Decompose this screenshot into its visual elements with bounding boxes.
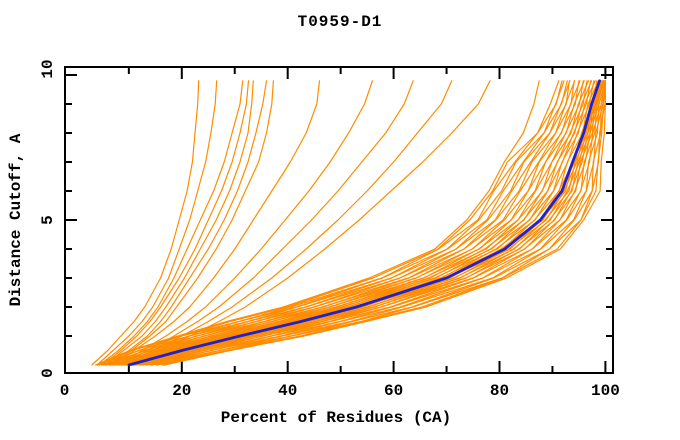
x-tick-label: 20 [172,382,191,400]
model-curve [155,80,607,366]
model-curve [133,80,603,366]
model-curve [99,80,244,366]
model-curve [107,80,268,366]
model-curve [120,80,414,366]
model-curve [110,80,576,366]
model-curve [112,80,321,366]
y-tick-label: 0 [39,368,57,378]
x-tick-label: 40 [278,382,297,400]
x-tick-label: 60 [384,382,403,400]
model-curve [163,80,607,366]
model-curve [94,80,540,366]
model-curve [101,80,568,366]
x-axis-label: Percent of Residues (CA) [220,409,452,427]
y-axis-label: Distance Cutoff, A [7,133,25,307]
model-curve [136,80,605,366]
model-curve [129,80,601,366]
model-curve [108,80,575,366]
model-curve [115,80,584,366]
model-curve [117,80,373,366]
x-tick-label: 0 [60,382,70,400]
model-curve [101,80,250,366]
model-curve [120,80,592,366]
model-curve [118,80,588,366]
highlighted-model-curve [127,79,601,367]
y-tick-label: 10 [39,59,57,78]
model-curve [162,80,607,366]
model-curve [139,80,607,366]
model-curve [150,80,605,366]
model-curve [109,80,274,366]
y-tick-label: 5 [39,215,57,225]
x-tick-label: 80 [490,382,509,400]
model-curve [123,80,595,366]
chart-title: T0959-D1 [297,13,383,31]
x-tick-label: 100 [591,382,620,400]
model-curve [104,80,254,366]
model-curve [96,80,218,366]
model-curve [112,80,580,366]
model-curve [145,80,606,366]
model-curve [91,80,200,366]
model-curve [96,80,563,366]
model-curve [104,80,571,366]
